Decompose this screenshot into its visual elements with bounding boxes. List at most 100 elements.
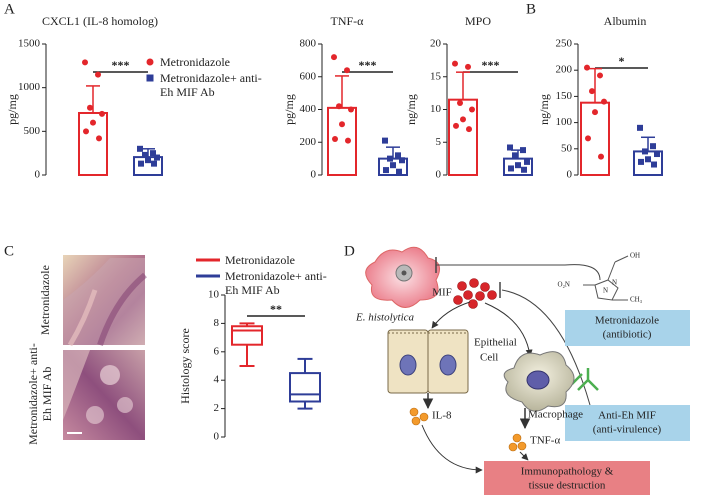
y-tick-label: 0 xyxy=(214,431,220,443)
formula-label: CH₃ xyxy=(630,296,643,304)
chart-title: MPO xyxy=(465,14,491,28)
point xyxy=(331,54,337,61)
diagram-label: IL-8 xyxy=(432,410,452,422)
y-axis-label: ng/mg xyxy=(404,94,418,125)
point xyxy=(457,99,463,106)
point xyxy=(524,158,530,165)
diagram-label: MIF xyxy=(432,287,452,299)
molecule xyxy=(583,255,629,301)
point xyxy=(601,98,607,105)
y-tick-label: 150 xyxy=(556,90,573,102)
diagram-label: Epithelial xyxy=(474,337,517,349)
point xyxy=(138,160,144,167)
point xyxy=(508,165,514,172)
legend-label: Metronidazole+ anti-Eh MIF Ab xyxy=(160,71,262,99)
legend-label: Metronidazole+ anti-Eh MIF Ab xyxy=(225,269,327,297)
point xyxy=(585,135,591,142)
point xyxy=(87,104,93,111)
point xyxy=(651,161,657,168)
legend-entry: Metronidazole xyxy=(145,55,270,69)
y-tick-label: 4 xyxy=(214,374,220,386)
point xyxy=(597,72,603,79)
point xyxy=(598,153,604,160)
legend-marker xyxy=(196,274,220,278)
point xyxy=(339,121,345,128)
bar xyxy=(327,106,357,176)
point xyxy=(589,88,595,95)
point xyxy=(345,137,351,144)
y-tick-label: 1000 xyxy=(18,81,41,93)
point xyxy=(469,106,475,113)
y-tick-label: 800 xyxy=(300,38,317,50)
point xyxy=(395,152,401,159)
panel-letter: D xyxy=(344,243,355,259)
panel-letter: B xyxy=(526,1,536,17)
y-tick-label: 0 xyxy=(311,169,317,181)
legend-label: Metronidazole xyxy=(225,253,295,267)
point xyxy=(584,64,590,71)
point xyxy=(332,135,338,142)
diagram-label: Cell xyxy=(480,352,498,364)
box xyxy=(231,325,263,346)
point xyxy=(515,162,521,169)
point xyxy=(150,150,156,157)
point xyxy=(637,124,643,131)
legend: Metronidazole Metronidazole+ anti-Eh MIF … xyxy=(145,55,270,101)
point xyxy=(396,168,402,175)
box-label: (anti-virulence) xyxy=(593,424,662,436)
y-tick-label: 10 xyxy=(430,103,442,115)
point xyxy=(137,145,143,152)
micrograph-label: Metronidazole xyxy=(38,265,52,335)
micrograph xyxy=(63,350,145,440)
point xyxy=(592,109,598,116)
diagram xyxy=(365,246,690,495)
point xyxy=(466,126,472,133)
point xyxy=(95,71,101,78)
micrograph xyxy=(63,255,147,347)
point xyxy=(348,106,354,113)
micrograph-label: Metronidazole+ anti-Eh MIF Ab xyxy=(26,343,54,445)
point xyxy=(387,155,393,162)
point xyxy=(642,148,648,155)
point xyxy=(399,157,405,164)
legend-entry: Metronidazole xyxy=(196,253,331,267)
y-axis-label: pg/mg xyxy=(282,94,296,125)
y-axis-label: Histology score xyxy=(178,328,192,404)
box xyxy=(289,372,321,403)
y-tick-label: 600 xyxy=(300,70,317,82)
point xyxy=(452,60,458,67)
significance-label: *** xyxy=(482,58,500,72)
point xyxy=(512,152,518,159)
point xyxy=(650,143,656,150)
point xyxy=(638,158,644,165)
y-tick-label: 8 xyxy=(214,317,220,329)
point xyxy=(90,119,96,126)
y-tick-label: 50 xyxy=(561,142,573,154)
point xyxy=(654,151,660,158)
point xyxy=(382,137,388,144)
point xyxy=(82,59,88,66)
legend-marker-shape xyxy=(146,74,154,82)
y-tick-label: 5 xyxy=(436,136,442,148)
box-label: (antibiotic) xyxy=(603,329,652,341)
point xyxy=(344,67,350,74)
y-tick-label: 0 xyxy=(436,169,442,181)
point xyxy=(96,135,102,142)
point xyxy=(453,122,459,129)
y-tick-label: 250 xyxy=(556,38,573,50)
y-tick-label: 200 xyxy=(300,136,317,148)
formula-label: N xyxy=(612,279,617,287)
formula-label: OH xyxy=(630,252,640,260)
point xyxy=(465,63,471,70)
box-label: tissue destruction xyxy=(529,480,606,492)
diagram-label: TNF-α xyxy=(530,435,560,447)
legend-marker xyxy=(146,74,154,82)
y-tick-label: 500 xyxy=(24,125,41,137)
point xyxy=(645,156,651,163)
legend-marker xyxy=(196,258,220,262)
antibody-icon xyxy=(571,368,599,391)
y-tick-label: 10 xyxy=(208,289,220,301)
point xyxy=(336,103,342,110)
